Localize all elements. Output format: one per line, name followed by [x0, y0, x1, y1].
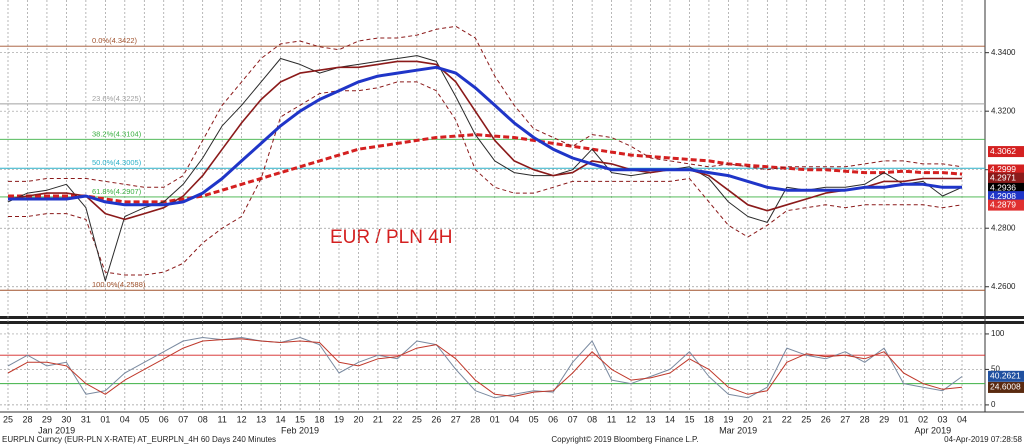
x-tick-label: 03 — [938, 414, 948, 424]
x-tick-label: 13 — [646, 414, 656, 424]
x-tick-label: 12 — [237, 414, 247, 424]
x-tick-label: 06 — [548, 414, 558, 424]
value-tag-label: 40.2621 — [990, 371, 1021, 381]
level-label: 38.2%(4.3104) — [92, 129, 142, 138]
chart-annotation: EUR / PLN 4H — [330, 227, 452, 248]
x-tick-label: 30 — [61, 414, 71, 424]
x-tick-label: 29 — [879, 414, 889, 424]
x-tick-label: 25 — [801, 414, 811, 424]
x-tick-label: 27 — [840, 414, 850, 424]
x-tick-label: 29 — [42, 414, 52, 424]
value-tag-label: 4.2999 — [990, 164, 1016, 174]
x-group-label: Jan 2019 — [38, 425, 75, 435]
x-tick-label: 26 — [821, 414, 831, 424]
series-line — [7, 337, 963, 399]
value-tag-label: 4.2908 — [990, 191, 1016, 201]
value-tag-label: 4.3062 — [990, 146, 1016, 156]
x-tick-label: 01 — [899, 414, 909, 424]
x-tick-label: 14 — [276, 414, 286, 424]
x-tick-label: 08 — [198, 414, 208, 424]
value-tag-label: 4.2971 — [990, 172, 1016, 182]
x-tick-label: 14 — [665, 414, 675, 424]
x-tick-label: 22 — [392, 414, 402, 424]
value-tag-label: 4.2936 — [990, 183, 1016, 193]
level-label: 50.0%(4.3005) — [92, 158, 142, 167]
x-tick-label: 19 — [334, 414, 344, 424]
x-tick-label: 01 — [100, 414, 110, 424]
x-tick-label: 05 — [139, 414, 149, 424]
y-tick-label: 4.2800 — [991, 223, 1016, 232]
series-line — [7, 338, 963, 397]
x-tick-label: 04 — [509, 414, 519, 424]
footer-right: 04-Apr-2019 07:28:58 — [944, 435, 1022, 444]
x-tick-label: 22 — [782, 414, 792, 424]
value-tag — [988, 191, 1024, 203]
series-line — [8, 25, 963, 188]
x-tick-label: 28 — [22, 414, 32, 424]
value-tag — [988, 370, 1024, 382]
value-tag — [988, 182, 1024, 194]
x-tick-label: 05 — [529, 414, 539, 424]
value-tag-label: 4.2879 — [990, 199, 1016, 209]
x-tick-label: 15 — [295, 414, 305, 424]
x-tick-label: 07 — [568, 414, 578, 424]
x-tick-label: 20 — [353, 414, 363, 424]
footer-center: Copyright© 2019 Bloomberg Finance L.P. — [551, 435, 698, 444]
y-tick-label: 4.3200 — [991, 106, 1016, 115]
x-tick-label: 12 — [626, 414, 636, 424]
x-tick-label: 26 — [431, 414, 441, 424]
x-tick-label: 18 — [704, 414, 714, 424]
x-tick-label: 19 — [723, 414, 733, 424]
value-tag — [988, 381, 1024, 393]
x-tick-label: 28 — [860, 414, 870, 424]
x-tick-label: 31 — [81, 414, 91, 424]
panel-separator — [0, 321, 1024, 324]
x-tick-label: 02 — [918, 414, 928, 424]
x-tick-label: 08 — [587, 414, 597, 424]
x-tick-label: 06 — [159, 414, 169, 424]
y-tick-label: 0 — [991, 400, 996, 409]
x-tick-label: 21 — [373, 414, 383, 424]
x-tick-label: 25 — [3, 414, 13, 424]
panel-separator — [0, 316, 1024, 319]
series-line — [8, 81, 963, 276]
x-tick-label: 18 — [315, 414, 325, 424]
value-tag — [988, 164, 1024, 176]
value-tag — [988, 172, 1024, 184]
x-tick-label: 15 — [684, 414, 694, 424]
x-tick-label: 01 — [490, 414, 500, 424]
level-label: 61.8%(4.2907) — [92, 187, 142, 196]
x-tick-label: 25 — [412, 414, 422, 424]
x-tick-label: 11 — [607, 414, 616, 424]
x-tick-label: 21 — [762, 414, 772, 424]
x-tick-label: 28 — [470, 414, 480, 424]
value-tag-label: 24.6008 — [990, 382, 1021, 392]
y-tick-label: 50 — [991, 365, 1000, 374]
x-tick-label: 20 — [743, 414, 753, 424]
y-tick-label: 4.2600 — [991, 282, 1016, 291]
level-label: 23.6%(4.3225) — [92, 94, 142, 103]
level-label: 100.0%(4.2588) — [92, 280, 146, 289]
x-tick-label: 27 — [451, 414, 461, 424]
x-group-label: Feb 2019 — [281, 425, 319, 435]
series-line — [8, 65, 962, 207]
value-tag — [988, 146, 1024, 158]
x-group-label: Mar 2019 — [719, 425, 757, 435]
x-tick-label: 04 — [120, 414, 130, 424]
x-tick-label: 04 — [957, 414, 967, 424]
series-line — [8, 133, 963, 204]
x-tick-label: 11 — [217, 414, 226, 424]
level-label: 0.0%(4.3422) — [92, 36, 138, 45]
y-tick-label: 4.3400 — [991, 48, 1016, 57]
value-tag — [988, 199, 1024, 211]
x-tick-label: 13 — [256, 414, 266, 424]
x-tick-label: 07 — [178, 414, 188, 424]
x-group-label: Apr 2019 — [915, 425, 952, 435]
footer-left: EURPLN Curncy (EUR-PLN X-RATE) AT_EURPLN… — [2, 435, 276, 444]
y-tick-label: 100 — [991, 329, 1005, 338]
